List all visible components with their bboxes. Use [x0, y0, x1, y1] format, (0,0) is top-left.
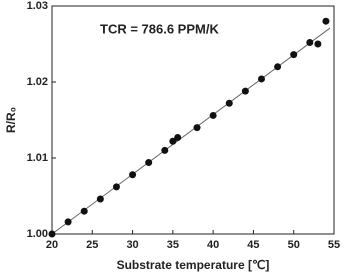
plot-frame: [51, 5, 335, 235]
x-tick-label: 20: [46, 239, 58, 251]
data-point: [209, 111, 217, 119]
data-point: [241, 87, 249, 95]
data-point: [129, 171, 137, 179]
y-tick-label: 1.03: [27, 0, 48, 12]
x-tick-label: 35: [167, 239, 179, 251]
x-tick-label: 25: [86, 239, 98, 251]
data-point: [174, 133, 182, 141]
data-point: [225, 99, 233, 107]
data-point: [306, 38, 314, 46]
data-point: [314, 40, 322, 48]
x-tick-label: 40: [207, 239, 219, 251]
y-tick-label: 1.00: [27, 228, 48, 240]
x-tick-label: 55: [328, 239, 340, 251]
data-point: [290, 51, 298, 59]
data-point: [169, 137, 177, 145]
data-point: [112, 183, 120, 191]
x-tick-label: 50: [288, 239, 300, 251]
data-point: [257, 75, 265, 83]
x-axis-label: Substrate temperature [℃]: [117, 258, 270, 272]
data-point: [64, 218, 72, 226]
data-point: [80, 207, 88, 215]
fit-line: [51, 27, 331, 235]
data-point: [193, 124, 201, 132]
y-tick-label: 1.02: [27, 76, 48, 88]
x-tick-label: 45: [247, 239, 259, 251]
y-tick-label: 1.01: [27, 152, 48, 164]
data-point: [161, 146, 169, 154]
data-point: [145, 159, 153, 167]
annotation: TCR = 786.6 PPM/K: [100, 21, 219, 36]
data-point: [322, 17, 330, 25]
x-tick-label: 30: [126, 239, 138, 251]
data-point: [48, 230, 56, 238]
data-point: [96, 195, 104, 203]
y-axis-label: R/R₀: [4, 107, 18, 133]
data-point: [274, 63, 282, 71]
